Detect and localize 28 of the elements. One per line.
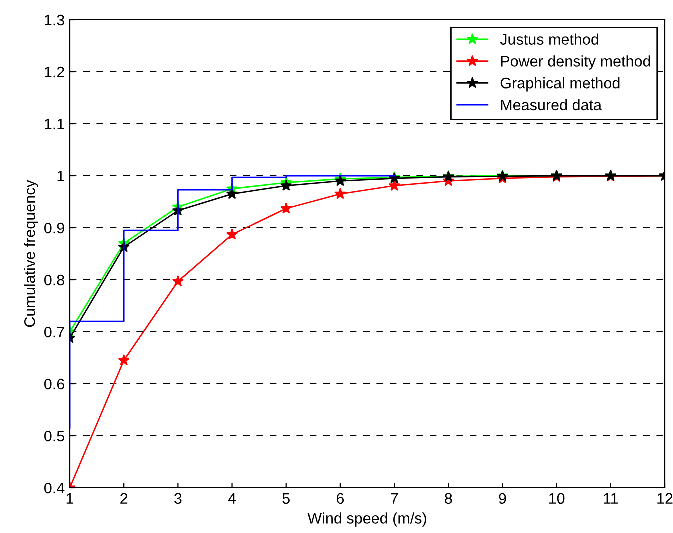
x-tick-label: 2	[120, 493, 128, 504]
y-tick-label: 0.6	[44, 378, 64, 390]
x-tick-label: 6	[336, 493, 344, 504]
x-tick-label: 1	[66, 493, 74, 504]
legend-label: Power density method	[501, 56, 650, 70]
y-tick-label: 1.3	[45, 14, 64, 26]
y-tick-label: 1.2	[45, 66, 64, 78]
legend-label: Measured data	[501, 99, 602, 111]
x-tick-label: 9	[499, 493, 506, 504]
x-tick-label: 11	[604, 493, 618, 504]
y-tick-label: 0.4	[44, 482, 65, 494]
x-tick-label: 7	[391, 493, 398, 504]
x-axis-title: Wind speed (m/s)	[308, 512, 426, 527]
y-tick-label: 0.8	[44, 274, 64, 286]
y-tick-label: 0.5	[44, 430, 64, 442]
legend-label: Justus method	[500, 34, 598, 45]
x-tick-label: 10	[549, 493, 565, 504]
y-tick-label: 0.7	[44, 326, 64, 338]
x-tick-label: 4	[228, 493, 236, 504]
legend-label: Graphical method	[500, 78, 620, 92]
y-tick-label: 1.1	[45, 119, 64, 130]
x-tick-label: 8	[445, 493, 452, 504]
y-tick-label: 1	[58, 171, 64, 182]
y-axis-title: Cumulative frequency	[24, 180, 38, 328]
x-tick-label: 5	[282, 493, 290, 504]
x-tick-label: 3	[174, 493, 182, 504]
x-tick-label: 12	[658, 493, 673, 504]
y-tick-label: 0.9	[44, 222, 64, 234]
